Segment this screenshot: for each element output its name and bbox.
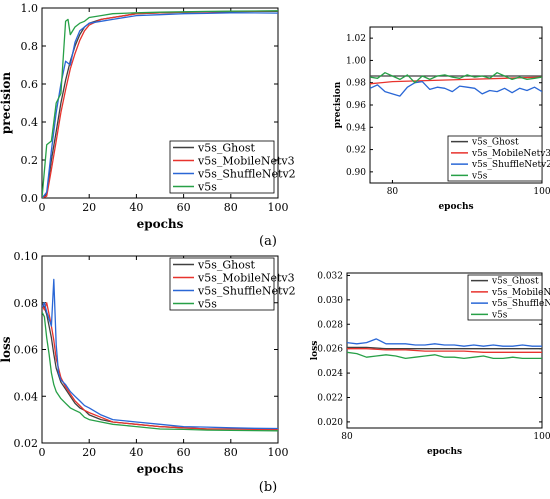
series-line-v5s-ghost [42,302,278,430]
precision-chart: 0 20 40 60 80 100 0.0 0.2 0.4 0.6 0.8 1.0 epochs prec… [0,2,296,231]
panel-label-b: (b) [259,480,277,495]
x-tick-label: 0 [39,201,46,214]
legend-entry: v5s_MobileNetv3 [197,272,295,285]
legend-entry: v5s_ShuffleNetv2 [197,285,296,298]
plot-frame [41,7,279,199]
series-line-v5s-shufflenetv2 [42,278,278,430]
y-tick-label: 0.032 [317,271,343,281]
y-tick-label: 0.030 [317,296,343,306]
series-line-v5s-mobilenetv3 [347,348,542,353]
legend-box [467,274,543,321]
series-line-v5s [42,10,278,198]
legend-entry: v5s_MobileNetv3 [471,149,550,159]
series-line-v5s [370,72,542,84]
legend-box [447,135,543,182]
y-tick-label: 1.02 [346,34,366,44]
series-line-v5s-mobilenetv3 [42,302,278,431]
legend-entry: v5s_Ghost [491,277,539,287]
y-tick-label: 0.96 [346,101,366,111]
x-axis-label: epochs [137,462,184,476]
x-tick-label: 100 [268,201,289,214]
y-tick-label: 0.8 [21,40,39,53]
legend-entry: v5s_Ghost [471,138,519,148]
x-tick-label: 20 [82,446,96,459]
x-tick-label: 0 [39,446,46,459]
y-tick-label: 0.020 [317,418,343,428]
x-tick-label: 80 [224,201,238,214]
x-tick-label: 80 [224,446,238,459]
y-tick-label: 0.028 [317,320,343,330]
x-tick-label: 60 [177,201,191,214]
x-tick-label: 80 [387,187,399,197]
y-tick-label: 0.4 [21,116,39,129]
y-tick-label: 0.90 [346,168,366,178]
y-tick-label: 0.026 [317,345,343,355]
legend-box [169,257,275,311]
x-tick-label: 100 [533,187,550,197]
x-tick-label: 100 [533,432,550,442]
x-axis-label: epochs [438,202,473,212]
legend-entry: v5s_MobileNetv3 [491,288,550,298]
legend-entry: v5s_MobileNetv3 [197,155,295,168]
legend-entry: v5s_Ghost [197,259,255,272]
legend-entry: v5s [491,310,508,320]
y-tick-label: 0.94 [346,123,366,133]
y-tick-label: 0.2 [21,154,39,167]
series-line-v5s-shufflenetv2 [347,338,542,347]
y-tick-label: 1.0 [21,2,39,15]
x-tick-label: 60 [177,446,191,459]
legend-entry: v5s_Ghost [197,142,255,155]
y-axis-label: precision [0,72,13,135]
legend-entry: v5s [471,171,488,181]
x-axis-label: epochs [427,447,462,457]
y-tick-label: 0.022 [317,393,343,403]
y-tick-label: 0.08 [14,297,39,310]
y-tick-label: 0.6 [21,78,39,91]
legend-entry: v5s_ShuffleNetv2 [491,299,550,309]
y-tick-label: 0.10 [14,250,39,263]
loss-zoom-chart: 80 100 0.020 0.022 0.024 0.026 0.028 0.030 0.032… [310,271,550,457]
series-line-v5s [347,351,542,360]
series-line-v5s [42,311,278,432]
y-axis-label: loss [310,341,320,361]
x-tick-label: 100 [268,446,289,459]
y-tick-label: 0.92 [346,146,366,156]
series-line-v5s-mobilenetv3 [370,76,542,85]
y-tick-label: 0.024 [317,369,343,379]
x-tick-label: 40 [129,201,143,214]
series-line-v5s-shufflenetv2 [370,80,542,97]
legend-entry: v5s [197,298,217,311]
legend-entry: v5s_ShuffleNetv2 [471,160,550,170]
x-axis-label: epochs [137,217,184,231]
legend-box [169,140,275,194]
legend-entry: v5s_ShuffleNetv2 [197,168,296,181]
y-tick-label: 0.0 [21,192,39,205]
panel-label-a: (a) [259,234,277,249]
series-line-v5s-shufflenetv2 [42,12,278,198]
y-tick-label: 0.06 [14,344,39,357]
y-tick-label: 0.04 [14,390,39,403]
y-tick-label: 1.00 [346,56,366,66]
y-axis-label: precision [333,81,343,128]
x-tick-label: 20 [82,201,96,214]
loss-chart: 0 20 40 60 80 100 0.02 0.04 0.06 0.08 0.10 epochs lo… [0,250,296,476]
y-axis-label: loss [0,336,13,362]
plot-frame [346,272,543,429]
series-line-v5s-ghost [347,346,542,350]
precision-zoom-chart: 80 100 0.90 0.92 0.94 0.96 0.98 1.00 1.02 epochs p… [333,26,550,212]
y-tick-label: 0.98 [346,79,366,89]
legend-entry: v5s [197,181,217,194]
x-tick-label: 80 [341,432,353,442]
y-tick-label: 0.02 [14,437,39,450]
x-tick-label: 40 [129,446,143,459]
